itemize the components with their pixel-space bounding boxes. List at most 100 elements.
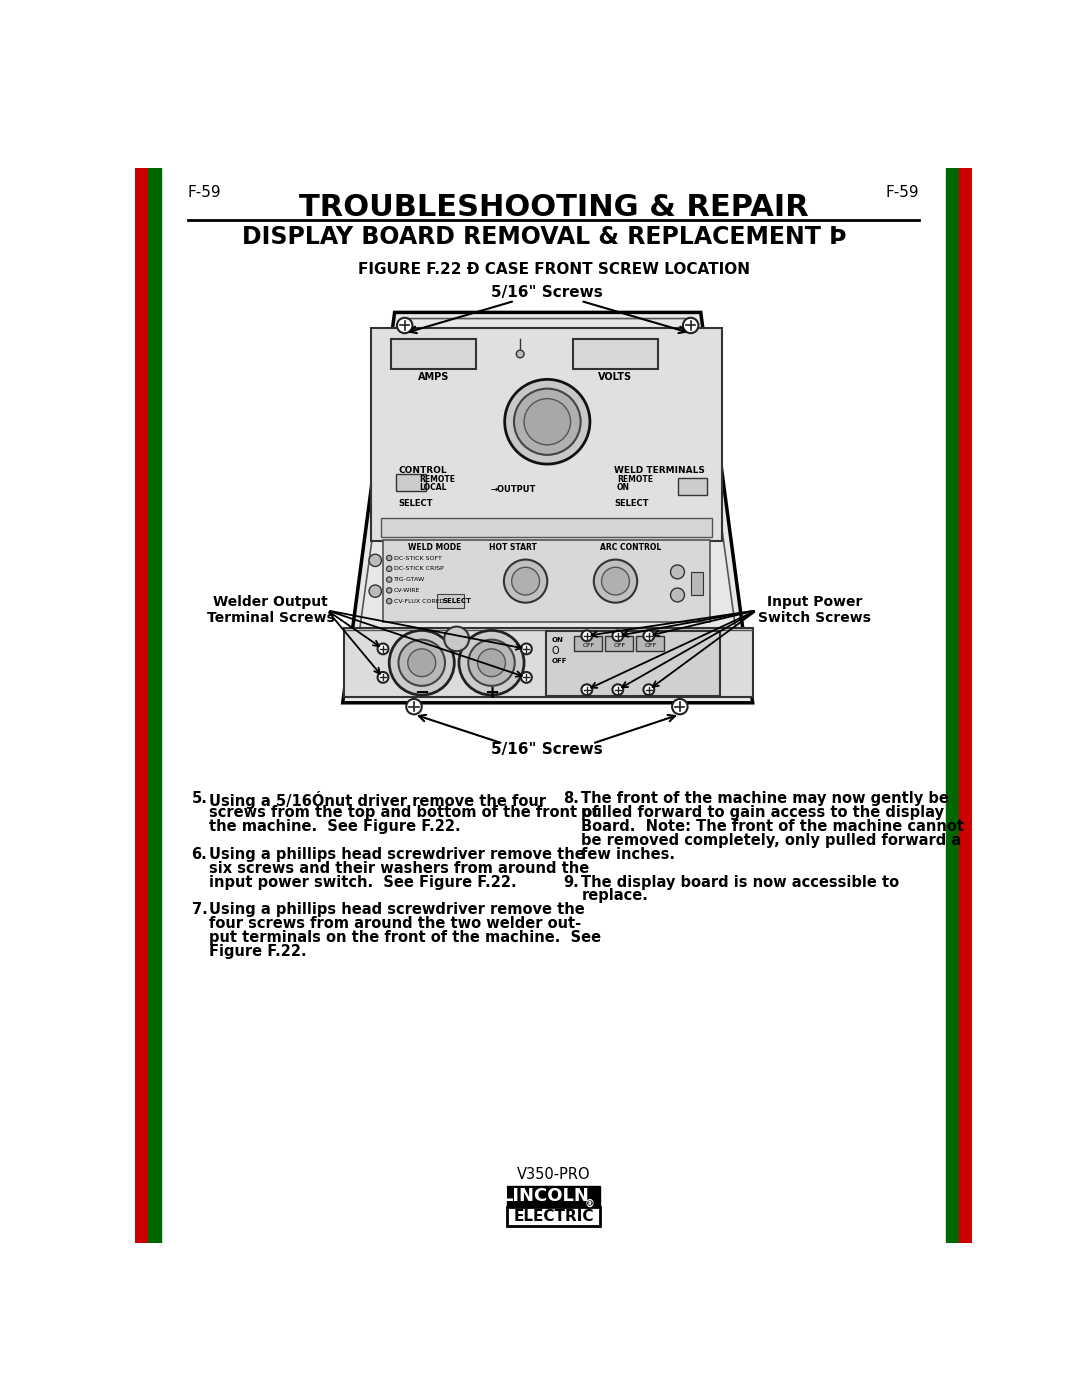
Bar bbox=[507, 1207, 600, 1225]
Bar bbox=[636, 636, 664, 651]
Bar bbox=[691, 571, 703, 595]
Circle shape bbox=[671, 588, 685, 602]
Text: OFF: OFF bbox=[613, 643, 625, 648]
Circle shape bbox=[399, 640, 445, 686]
Text: F-59: F-59 bbox=[886, 184, 919, 200]
Text: be removed completely, only pulled forward a: be removed completely, only pulled forwa… bbox=[581, 833, 961, 848]
Text: ®: ® bbox=[585, 1199, 595, 1208]
Text: F-59: F-59 bbox=[188, 184, 221, 200]
Text: SELECT: SELECT bbox=[442, 598, 471, 604]
Circle shape bbox=[612, 630, 623, 641]
Circle shape bbox=[408, 648, 435, 676]
Text: −: − bbox=[415, 683, 430, 701]
Circle shape bbox=[516, 351, 524, 358]
Text: four screws from around the two welder out-: four screws from around the two welder o… bbox=[210, 916, 581, 930]
Text: the machine.  See Figure F.22.: the machine. See Figure F.22. bbox=[210, 819, 461, 834]
Circle shape bbox=[524, 398, 570, 444]
Text: FIGURE F.22 Ð CASE FRONT SCREW LOCATION: FIGURE F.22 Ð CASE FRONT SCREW LOCATION bbox=[357, 261, 750, 277]
Text: HOT START: HOT START bbox=[489, 543, 537, 552]
Text: LOCAL: LOCAL bbox=[419, 483, 447, 492]
Circle shape bbox=[369, 585, 381, 598]
Text: REMOTE: REMOTE bbox=[419, 475, 456, 483]
Circle shape bbox=[406, 698, 422, 714]
Text: CONTROL: CONTROL bbox=[399, 465, 447, 475]
Circle shape bbox=[521, 672, 531, 683]
Text: Welder Output
Terminal Screws: Welder Output Terminal Screws bbox=[206, 595, 335, 626]
Text: Figure F.22.: Figure F.22. bbox=[210, 944, 307, 958]
Text: Return to Section TOC: Return to Section TOC bbox=[961, 261, 970, 374]
Text: OFF: OFF bbox=[645, 643, 657, 648]
Bar bbox=[135, 168, 148, 1243]
Text: ELECTRIC: ELECTRIC bbox=[513, 1208, 594, 1224]
Circle shape bbox=[581, 685, 592, 696]
Text: Return to Master TOC: Return to Master TOC bbox=[150, 802, 159, 912]
Text: 7.: 7. bbox=[191, 902, 207, 918]
Text: input power switch.  See Figure F.22.: input power switch. See Figure F.22. bbox=[210, 875, 517, 890]
Circle shape bbox=[504, 380, 590, 464]
Bar bbox=[575, 636, 603, 651]
Circle shape bbox=[378, 672, 389, 683]
Text: SELECT: SELECT bbox=[399, 499, 433, 509]
Text: Return to Section TOC: Return to Section TOC bbox=[137, 531, 146, 644]
Bar bbox=[507, 1186, 600, 1207]
Text: ARC CONTROL: ARC CONTROL bbox=[600, 543, 662, 552]
Circle shape bbox=[581, 630, 592, 641]
Circle shape bbox=[397, 317, 413, 334]
Text: DC-STICK CRISP: DC-STICK CRISP bbox=[394, 566, 444, 571]
Circle shape bbox=[683, 317, 699, 334]
Text: ON: ON bbox=[617, 483, 630, 492]
Text: The front of the machine may now gently be: The front of the machine may now gently … bbox=[581, 791, 949, 806]
Text: few inches.: few inches. bbox=[581, 847, 675, 862]
Bar bbox=[391, 338, 476, 369]
Polygon shape bbox=[342, 313, 753, 703]
Bar bbox=[677, 478, 707, 495]
Text: Using a 5/16Ónut driver remove the four: Using a 5/16Ónut driver remove the four bbox=[210, 791, 546, 809]
Text: 8.: 8. bbox=[564, 791, 580, 806]
Text: +: + bbox=[484, 683, 499, 701]
Text: Return to Master TOC: Return to Master TOC bbox=[150, 263, 159, 373]
Bar bbox=[545, 631, 720, 696]
Text: →OUTPUT: →OUTPUT bbox=[490, 485, 536, 495]
Bar bbox=[606, 636, 633, 651]
Text: 5/16" Screws: 5/16" Screws bbox=[491, 742, 603, 757]
Circle shape bbox=[514, 388, 581, 455]
Text: Return to Master TOC: Return to Master TOC bbox=[948, 802, 957, 912]
Text: WELD MODE: WELD MODE bbox=[408, 543, 461, 552]
Circle shape bbox=[521, 644, 531, 654]
Bar bbox=[437, 594, 464, 608]
Text: Return to Master TOC: Return to Master TOC bbox=[948, 263, 957, 373]
Text: screws from the top and bottom of the front of: screws from the top and bottom of the fr… bbox=[210, 805, 599, 820]
Circle shape bbox=[387, 588, 392, 594]
Text: Return to Section TOC: Return to Section TOC bbox=[961, 531, 970, 644]
Text: Return to Section TOC: Return to Section TOC bbox=[137, 800, 146, 914]
Text: 6.: 6. bbox=[191, 847, 207, 862]
Text: The display board is now accessible to: The display board is now accessible to bbox=[581, 875, 900, 890]
Circle shape bbox=[612, 685, 623, 696]
Text: REMOTE: REMOTE bbox=[617, 475, 653, 483]
Circle shape bbox=[512, 567, 540, 595]
Circle shape bbox=[387, 577, 392, 583]
Text: LINCOLN: LINCOLN bbox=[502, 1187, 590, 1206]
Text: ON: ON bbox=[551, 637, 563, 643]
Bar bbox=[372, 328, 721, 541]
Circle shape bbox=[504, 560, 548, 602]
Bar bbox=[383, 539, 710, 622]
Bar bbox=[572, 338, 658, 369]
Circle shape bbox=[444, 627, 469, 651]
Polygon shape bbox=[350, 319, 745, 697]
Text: DISPLAY BOARD REMOVAL & REPLACEMENT Þ: DISPLAY BOARD REMOVAL & REPLACEMENT Þ bbox=[242, 225, 847, 249]
Text: O: O bbox=[551, 647, 558, 657]
Text: V350-PRO: V350-PRO bbox=[516, 1166, 591, 1182]
Text: put terminals on the front of the machine.  See: put terminals on the front of the machin… bbox=[210, 930, 602, 944]
Text: VOLTS: VOLTS bbox=[598, 372, 633, 383]
Text: WELD TERMINALS: WELD TERMINALS bbox=[613, 465, 705, 475]
Text: Input Power
Switch Screws: Input Power Switch Screws bbox=[758, 595, 872, 626]
Circle shape bbox=[387, 598, 392, 604]
Circle shape bbox=[369, 555, 381, 567]
Circle shape bbox=[459, 630, 524, 696]
Text: 9.: 9. bbox=[564, 875, 579, 890]
Circle shape bbox=[387, 556, 392, 560]
Text: Return to Master TOC: Return to Master TOC bbox=[150, 532, 159, 643]
Circle shape bbox=[644, 630, 654, 641]
Text: CV-WIRE: CV-WIRE bbox=[394, 588, 420, 592]
